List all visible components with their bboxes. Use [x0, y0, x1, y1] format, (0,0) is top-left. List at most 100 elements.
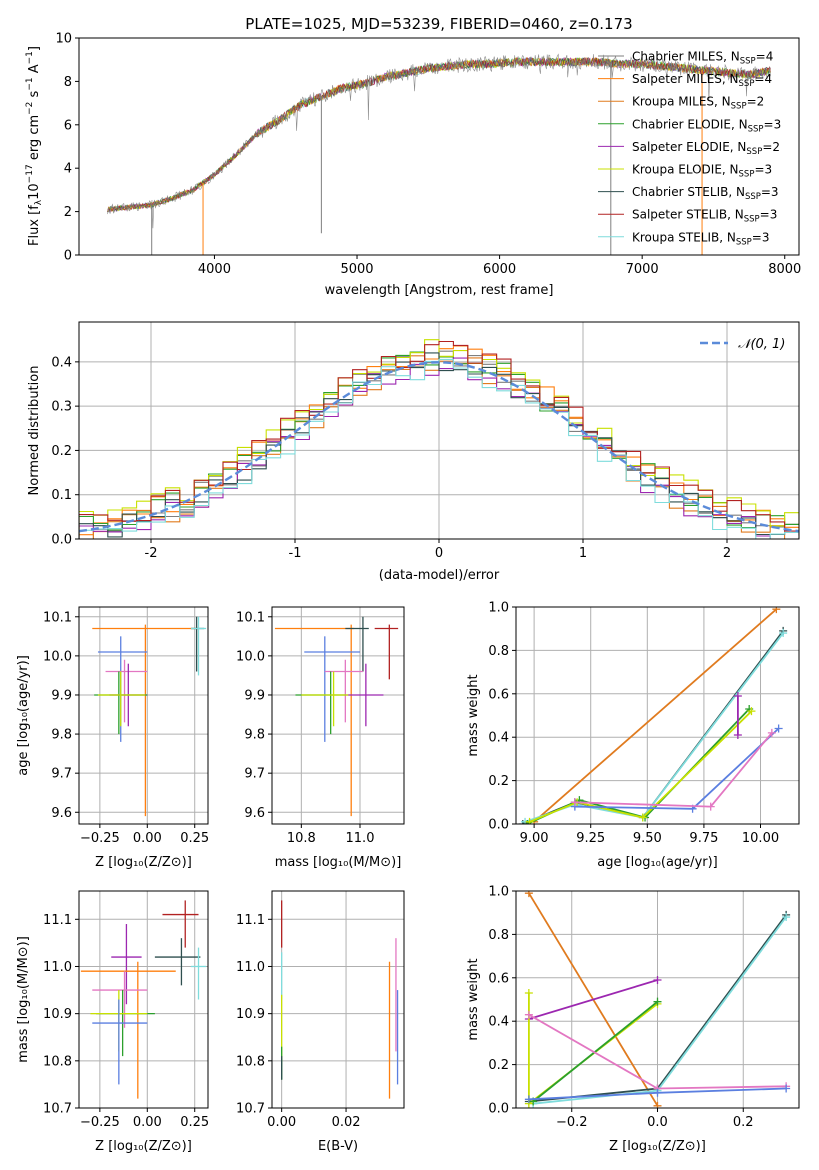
weight-line — [574, 727, 780, 810]
x-tick-label: 0.0 — [647, 1115, 668, 1130]
y-tick-label: 10.8 — [236, 1054, 265, 1069]
y-tick-label: 0.8 — [488, 928, 509, 943]
weight-marker — [653, 975, 662, 984]
weight-line — [532, 1000, 659, 1103]
y-tick-label: 9.6 — [51, 806, 72, 821]
y-axis-label-part: −2 — [25, 102, 35, 115]
x-tick-label: 11.0 — [346, 831, 375, 846]
weight-line — [526, 708, 750, 824]
weight-marker — [524, 1095, 533, 1104]
legend-label: Kroupa ELODIE, N — [632, 163, 739, 177]
legend-subscript: SSP — [739, 79, 755, 89]
x-tick-label: 6000 — [483, 262, 516, 277]
weight-marker — [767, 728, 776, 737]
x-tick-label: 0.25 — [180, 831, 209, 846]
weight-marker — [524, 891, 533, 898]
y-tick-label: 0.2 — [488, 1058, 509, 1073]
y-tick-label: 9.7 — [51, 767, 72, 782]
legend-tail: =3 — [752, 230, 770, 244]
x-tick-label: -1 — [289, 546, 302, 561]
y-tick-label: 1.0 — [488, 885, 509, 900]
y-tick-label: 0.0 — [488, 818, 509, 833]
panel-weight_vs_age: 9.00 9.25 9.50 9.75 10.00 0.0 0.2 0.4 0.6 0.8 1.0 — [488, 601, 799, 846]
y-tick-label: 0.6 — [488, 971, 509, 986]
y-tick-label: 0.0 — [51, 533, 72, 548]
x-tick-label: 4000 — [198, 262, 231, 277]
y-tick-label: 9.8 — [51, 728, 72, 743]
spectrum-line-chabrier_miles — [107, 53, 771, 229]
y-tick-label: 10.0 — [236, 649, 265, 664]
y-axis-label-part: −1 — [25, 51, 35, 64]
legend-tail: =2 — [762, 140, 780, 154]
y-tick-label: 10.1 — [236, 610, 265, 625]
y-tick-label: 0.4 — [488, 1015, 509, 1030]
y-tick-label: 4 — [64, 162, 72, 177]
y-axis-label-part: A — [27, 64, 42, 77]
x-tick-label: 0 — [435, 546, 443, 561]
panel-age_vs_mass: 10.8 11.0 9.6 9.7 9.8 9.9 10.0 10.1 — [236, 607, 404, 846]
y-tick-label: 0.2 — [488, 774, 509, 789]
weight-lines-weight_vs_age — [518, 607, 788, 824]
y-tick-label: 0.2 — [51, 444, 72, 459]
x-tick-label: 1 — [579, 546, 587, 561]
y-tick-label: 10.7 — [236, 1102, 265, 1117]
x-tick-label: 9.75 — [689, 831, 718, 846]
x-tick-label: 0.00 — [267, 1115, 296, 1130]
weight-line — [533, 916, 787, 1105]
errorbars-mass_vs_ebv — [281, 900, 399, 1099]
x-axis-label: E(B-V) — [318, 1139, 358, 1154]
histogram-kroupa_stelib — [79, 358, 799, 539]
x-tick-label: 0.00 — [133, 831, 162, 846]
panel-age_vs_Z: −0.25 0.00 0.25 9.6 9.7 9.8 9.9 10.0 10.1 — [43, 607, 209, 846]
axes-frame — [271, 606, 405, 825]
legend-subscript: SSP — [745, 192, 761, 202]
weight-marker — [747, 707, 756, 716]
y-tick-label: 0.0 — [488, 1102, 509, 1117]
y-tick-label: 11.1 — [236, 913, 265, 928]
weight-marker — [524, 1010, 533, 1019]
legend-tail: =3 — [761, 185, 779, 199]
x-tick-label: -2 — [145, 546, 158, 561]
y-axis-label-part: ] — [27, 46, 42, 51]
y-tick-label: 11.0 — [43, 960, 72, 975]
x-tick-label: 0.25 — [180, 1115, 209, 1130]
x-tick-label: 7000 — [626, 262, 659, 277]
y-axis-label-part: −1 — [25, 77, 35, 90]
axes-frame — [78, 606, 209, 825]
y-tick-label: 9.7 — [244, 767, 265, 782]
legend-label: Chabrier STELIB, N — [632, 185, 745, 199]
y-axis-label-part: λ — [34, 199, 44, 205]
x-tick-label: 9.00 — [520, 831, 549, 846]
legend-subscript: SSP — [746, 147, 762, 157]
legend-label: Salpeter ELODIE, N — [632, 140, 746, 154]
y-tick-label: 0.4 — [488, 731, 509, 746]
y-axis-label: Flux [fλ10−17 erg cm−2 s−1 A−1] — [25, 46, 44, 246]
legend-label: Salpeter STELIB, N — [632, 208, 744, 222]
x-tick-label: 0.2 — [733, 1115, 754, 1130]
y-tick-label: 10.1 — [43, 610, 72, 625]
legend-label: Kroupa STELIB, N — [632, 230, 736, 244]
legend-tail: =4 — [756, 50, 774, 64]
x-tick-label: 2 — [723, 546, 731, 561]
weight-marker — [653, 1101, 662, 1108]
y-tick-label: 9.8 — [244, 728, 265, 743]
errorbars-age_vs_mass — [274, 616, 399, 817]
x-axis-label: Z [log₁₀(Z/Z⊙)] — [95, 855, 192, 870]
errorbars-age_vs_Z — [92, 616, 207, 817]
legend-tail: =2 — [747, 95, 765, 109]
legend-entry: Kroupa MILES, NSSP=2 — [632, 95, 764, 112]
y-tick-label: 11.0 — [236, 960, 265, 975]
x-axis-label: Z [log₁₀(Z/Z⊙)] — [95, 1139, 192, 1154]
legend-subscript: SSP — [748, 124, 764, 134]
panel-residuals: -2 -1 0 1 2 0.0 0.1 0.2 0.3 0.4 — [51, 322, 799, 561]
y-tick-label: 10.9 — [43, 1007, 72, 1022]
y-tick-label: 0.4 — [51, 355, 72, 370]
histogram-salpeter_elodie — [79, 357, 799, 539]
y-axis-label: Normed distribution — [27, 366, 42, 496]
y-tick-label: 8 — [64, 75, 72, 90]
y-tick-label: 0.6 — [488, 687, 509, 702]
x-axis-label: Z [log₁₀(Z/Z⊙)] — [609, 1139, 706, 1154]
chart-title: PLATE=1025, MJD=53239, FIBERID=0460, z=0… — [245, 15, 632, 33]
weight-line — [524, 632, 784, 823]
